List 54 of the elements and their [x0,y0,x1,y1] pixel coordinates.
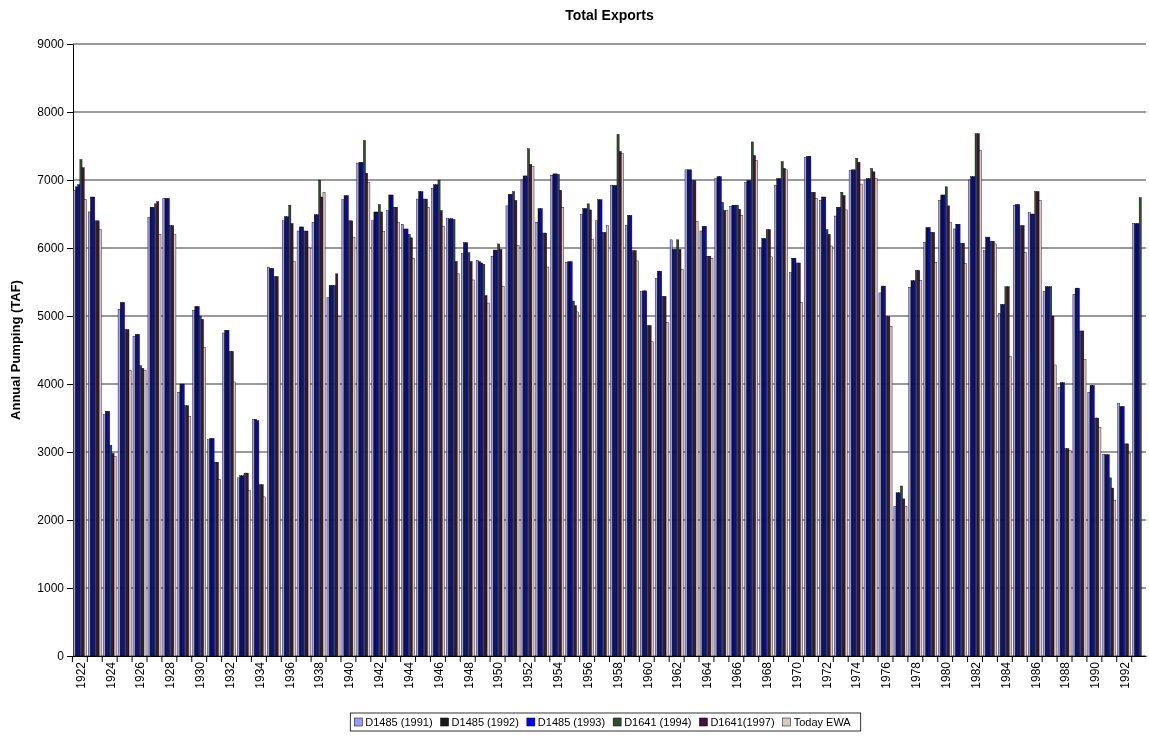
y-tick-label: 2000 [37,513,65,528]
x-tick-label: 1948 [461,661,476,689]
y-tick-label: 0 [57,649,65,664]
legend-label: D1641(1997) [710,716,775,728]
x-tick-label: 1958 [610,661,625,689]
x-tick-label: 1978 [909,661,924,689]
x-tick-label: 1944 [401,661,416,689]
x-tick-label: 1936 [282,661,297,689]
x-tick-label: 1970 [789,661,804,689]
x-tick-label: 1992 [1118,661,1133,689]
x-tick-label: 1964 [700,661,715,689]
y-tick-label: 6000 [37,241,65,256]
x-tick-label: 1924 [103,661,118,689]
x-tick-label: 1972 [819,661,834,689]
x-tick-label: 1960 [640,661,655,689]
x-tick-label: 1930 [193,661,208,689]
y-tick-label: 7000 [37,173,65,188]
x-tick-label: 1922 [73,661,88,689]
x-tick-label: 1952 [521,661,536,689]
y-tick-label: 1000 [37,581,65,596]
x-tick-label: 1988 [1058,661,1073,689]
y-tick-label: 4000 [37,377,65,392]
x-tick-label: 1928 [163,661,178,689]
x-tick-label: 1990 [1088,661,1103,689]
y-tick-label: 3000 [37,445,65,460]
x-tick-label: 1954 [551,661,566,689]
legend-label: D1485 (1993) [537,716,606,728]
x-tick-label: 1950 [491,661,506,689]
y-tick-label: 5000 [37,309,65,324]
x-tick-label: 1926 [133,661,148,689]
legend-label: D1485 (1991) [365,716,433,728]
x-tick-label: 1986 [1028,661,1043,689]
x-tick-label: 1934 [252,661,267,689]
x-tick-label: 1982 [968,661,983,689]
x-tick-label: 1980 [938,661,953,689]
x-tick-label: 1940 [342,661,357,689]
x-tick-label: 1956 [580,661,595,689]
chart-title: Total Exports [565,7,654,23]
x-tick-label: 1942 [372,661,387,689]
y-axis-title: Annual Pumping (TAF) [8,280,23,420]
legend-label: D1641 (1994) [624,716,692,728]
x-tick-label: 1946 [431,661,446,689]
x-tick-label: 1984 [998,661,1013,689]
x-tick-label: 1932 [222,661,237,689]
x-tick-label: 1966 [730,661,745,689]
x-tick-label: 1976 [879,661,894,689]
x-tick-label: 1974 [849,661,864,689]
y-tick-label: 9000 [37,37,65,52]
legend-label: Today EWA [793,716,852,728]
x-tick-label: 1968 [759,661,774,689]
x-tick-label: 1962 [670,661,685,689]
y-tick-label: 8000 [37,105,65,120]
x-tick-label: 1938 [312,661,327,689]
legend-label: D1485 (1992) [451,716,519,728]
